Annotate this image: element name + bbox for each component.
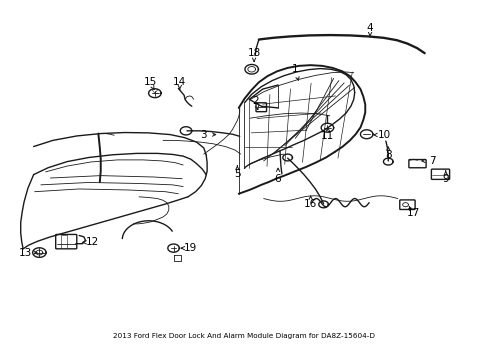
Text: 6: 6 — [274, 174, 281, 184]
Text: 15: 15 — [143, 77, 156, 87]
Text: 16: 16 — [304, 199, 317, 209]
Text: 3: 3 — [200, 130, 206, 140]
Text: 9: 9 — [442, 174, 448, 184]
Text: 10: 10 — [377, 130, 390, 140]
Text: 18: 18 — [247, 48, 260, 58]
Text: 8: 8 — [384, 150, 391, 160]
Text: 2: 2 — [252, 96, 258, 106]
Text: 4: 4 — [366, 23, 373, 32]
Text: 17: 17 — [406, 208, 419, 218]
Text: 5: 5 — [234, 169, 240, 179]
Text: 7: 7 — [428, 156, 435, 166]
Text: 2013 Ford Flex Door Lock And Alarm Module Diagram for DA8Z-15604-D: 2013 Ford Flex Door Lock And Alarm Modul… — [113, 333, 375, 339]
Text: 11: 11 — [321, 131, 334, 141]
Text: 1: 1 — [291, 64, 298, 73]
Text: 19: 19 — [184, 243, 197, 253]
Text: 12: 12 — [86, 237, 99, 247]
Text: 13: 13 — [19, 248, 32, 257]
Text: 14: 14 — [173, 77, 186, 87]
